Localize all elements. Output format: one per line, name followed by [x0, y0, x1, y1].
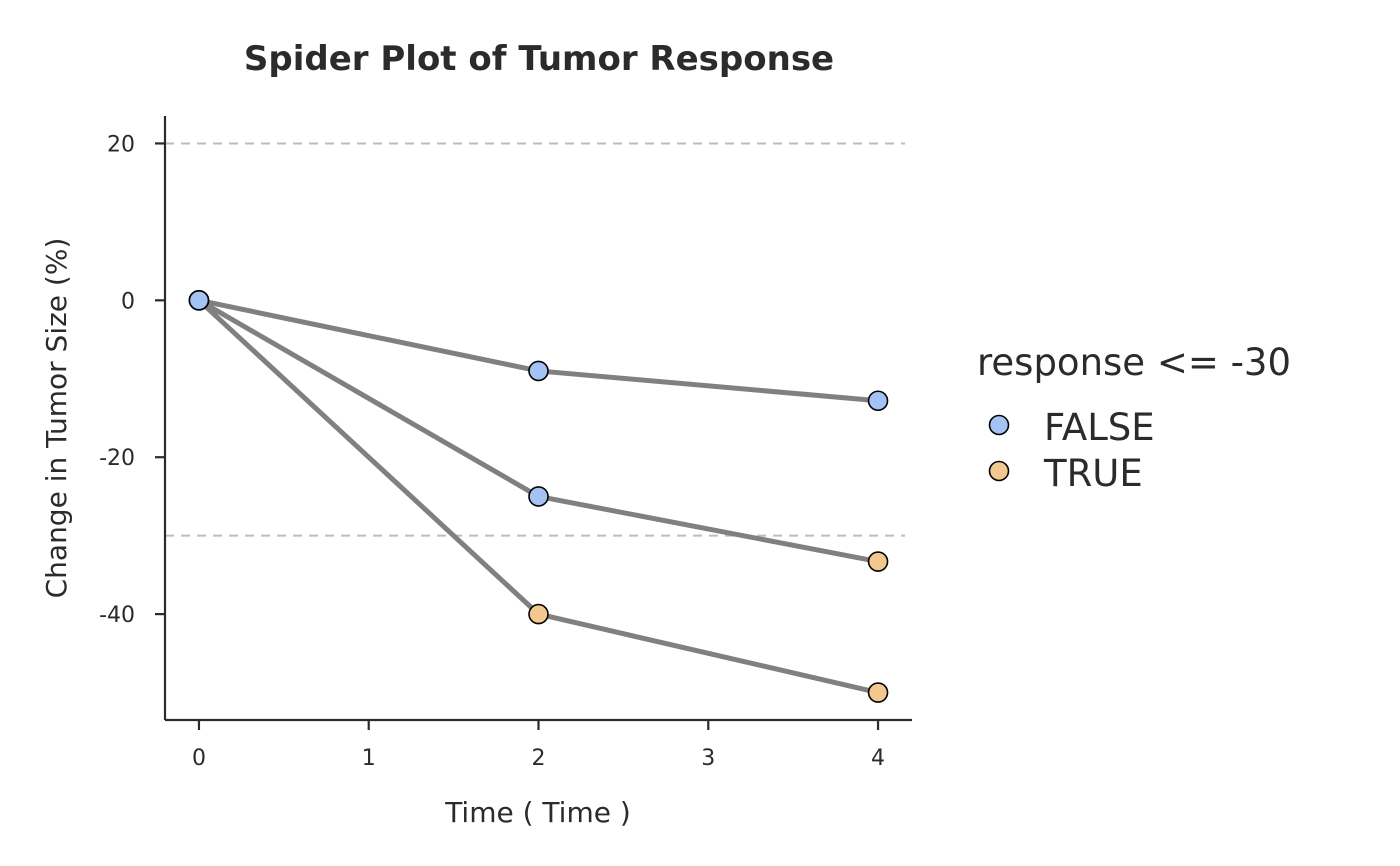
axes: 0 1 2 3 4 20 0 -20 -40 — [99, 116, 912, 771]
y-tick-label: 20 — [107, 132, 135, 157]
legend-key-false — [988, 414, 1010, 436]
data-point — [528, 603, 549, 625]
x-tick-label: 3 — [701, 746, 715, 771]
series-line — [196, 297, 881, 404]
x-axis-title: Time ( Time ) — [444, 796, 631, 829]
series-line — [196, 297, 881, 565]
y-tick-label: 0 — [121, 289, 135, 314]
data-point — [867, 682, 889, 703]
data-point — [867, 551, 889, 572]
y-tick-label: -20 — [99, 446, 135, 471]
data-points — [188, 290, 889, 703]
legend-label-true: TRUE — [1043, 452, 1143, 495]
legend-title: response <= -30 — [977, 341, 1291, 384]
data-point — [188, 290, 210, 311]
legend: response <= -30 FALSE TRUE — [977, 341, 1291, 495]
data-point — [867, 390, 889, 412]
x-tick-label: 2 — [532, 746, 546, 771]
data-point — [528, 360, 549, 382]
x-tick-label: 1 — [362, 746, 376, 771]
legend-label-false: FALSE — [1044, 406, 1155, 449]
y-tick-label: -40 — [99, 603, 135, 628]
x-tick-label: 0 — [192, 746, 206, 771]
x-tick-label: 4 — [871, 746, 885, 771]
data-point — [528, 486, 549, 507]
reference-lines — [165, 142, 905, 537]
legend-key-true — [988, 460, 1010, 482]
chart-title: Spider Plot of Tumor Response — [244, 39, 834, 79]
y-axis-title: Change in Tumor Size (%) — [40, 238, 73, 599]
